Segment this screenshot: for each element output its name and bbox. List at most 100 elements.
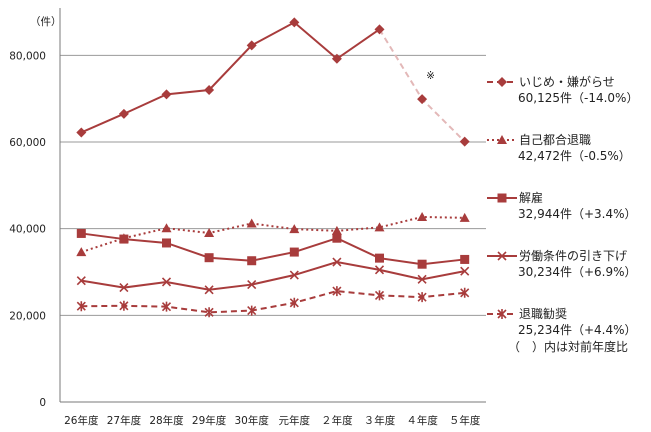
data-point <box>118 108 129 119</box>
data-point <box>459 212 470 222</box>
data-point <box>374 24 385 35</box>
series-line <box>81 290 465 314</box>
legend-note: （ ）内は対前年度比 <box>508 339 628 354</box>
y-tick-label: 40,000 <box>9 224 46 236</box>
legend-item-5: 退職勧奨 25,234件（+4.4%） <box>487 307 637 337</box>
legend-series-value: 25,234件（+4.4%） <box>518 323 637 337</box>
series-line <box>80 215 465 254</box>
series-line <box>81 261 465 291</box>
legend-series-value: 42,472件（-0.5%） <box>518 149 631 163</box>
series-line <box>80 21 381 134</box>
data-point <box>119 283 129 293</box>
y-axis-unit-label: （件） <box>30 16 62 28</box>
series-3 <box>76 228 470 269</box>
data-point <box>331 53 342 64</box>
legend-series-name: 解雇 <box>519 190 543 205</box>
y-tick-label: 80,000 <box>9 50 46 62</box>
legend-series-name: 退職勧奨 <box>519 307 567 321</box>
data-point <box>162 238 171 248</box>
data-point <box>289 17 300 28</box>
data-point <box>460 266 470 276</box>
legend: いじめ・嫌がらせ 60,125件（-14.0%） 自己都合退職 42,472件（-0.… <box>487 74 638 354</box>
legend-series-name: いじめ・嫌がらせ <box>519 74 615 89</box>
x-tick-label: 26年度 <box>64 414 99 427</box>
data-point <box>375 253 384 263</box>
data-point <box>417 94 428 105</box>
x-tick-label: ２年度 <box>321 414 353 427</box>
legend-item-4: 労働条件の引き下げ 30,234件（+6.9%） <box>487 249 637 279</box>
data-point <box>374 290 385 301</box>
data-point <box>76 301 86 312</box>
series-1 <box>76 17 470 147</box>
legend-swatch-marker <box>497 135 507 144</box>
data-point <box>204 307 214 318</box>
legend-series-name: 労働条件の引き下げ <box>519 249 627 263</box>
legend-swatch-marker <box>497 251 507 261</box>
x-tick-label: ４年度 <box>406 414 438 427</box>
legend-swatch-marker <box>497 77 507 87</box>
data-point <box>76 276 86 286</box>
y-tick-labels: 0 20,000 40,000 60,000 80,000 <box>9 50 46 409</box>
legend-swatch-marker <box>497 193 507 203</box>
data-point <box>332 286 342 297</box>
x-tick-label: 27年度 <box>107 414 142 427</box>
data-point <box>204 85 215 95</box>
series-2 <box>76 211 470 257</box>
data-point <box>332 233 342 243</box>
data-point <box>204 285 214 295</box>
x-tick-label: 元年度 <box>279 414 311 427</box>
series-lines <box>76 17 470 318</box>
legend-series-name: 自己都合退職 <box>519 132 591 147</box>
data-point <box>417 211 428 221</box>
data-point <box>246 218 257 228</box>
data-point <box>161 223 172 233</box>
data-point <box>289 224 300 234</box>
data-point <box>76 228 86 238</box>
data-point <box>246 40 257 51</box>
x-tick-label: 28年度 <box>149 414 184 427</box>
data-point <box>247 280 257 290</box>
data-point <box>459 136 470 147</box>
x-tick-label: 29年度 <box>192 414 227 427</box>
x-tick-label: ３年度 <box>364 414 396 427</box>
legend-item-1: いじめ・嫌がらせ 60,125件（-14.0%） <box>487 74 638 105</box>
y-tick-label: 20,000 <box>9 310 46 322</box>
legend-series-value: 30,234件（+6.9%） <box>518 265 637 279</box>
data-point <box>331 225 342 235</box>
data-point <box>460 254 470 264</box>
data-point <box>374 222 385 232</box>
data-point <box>204 228 215 237</box>
data-point <box>161 301 172 312</box>
y-tick-label: 0 <box>39 397 46 409</box>
data-point <box>247 305 257 316</box>
data-point <box>204 253 214 263</box>
x-tick-label: ５年度 <box>449 414 481 427</box>
series-5 <box>76 286 470 318</box>
data-point <box>417 274 427 284</box>
data-point <box>289 247 299 257</box>
data-point <box>417 259 427 269</box>
series-line <box>81 232 465 266</box>
legend-item-2: 自己都合退職 42,472件（-0.5%） <box>487 132 631 163</box>
data-point <box>289 270 299 280</box>
series-line-faded <box>378 28 466 143</box>
axes <box>59 8 486 403</box>
x-tick-labels: 26年度 27年度 28年度 29年度 30年度 元年度 ２年度 ３年度 ４年度 ５年度 <box>64 414 481 427</box>
x-tick-label: 30年度 <box>235 414 270 427</box>
data-point <box>289 297 299 308</box>
data-point <box>417 292 427 303</box>
data-point <box>332 257 342 267</box>
legend-swatch-marker <box>497 309 507 319</box>
data-point <box>76 127 87 138</box>
data-point <box>76 247 87 257</box>
data-point <box>374 265 385 275</box>
y-tick-label: 60,000 <box>9 137 46 149</box>
data-point <box>161 89 172 100</box>
note-mark: ※ <box>426 70 435 82</box>
data-point <box>119 234 129 244</box>
legend-series-value: 60,125件（-14.0%） <box>518 91 638 105</box>
data-point <box>460 287 470 298</box>
legend-series-value: 32,944件（+3.4%） <box>518 207 637 221</box>
legend-item-3: 解雇 32,944件（+3.4%） <box>487 190 637 221</box>
